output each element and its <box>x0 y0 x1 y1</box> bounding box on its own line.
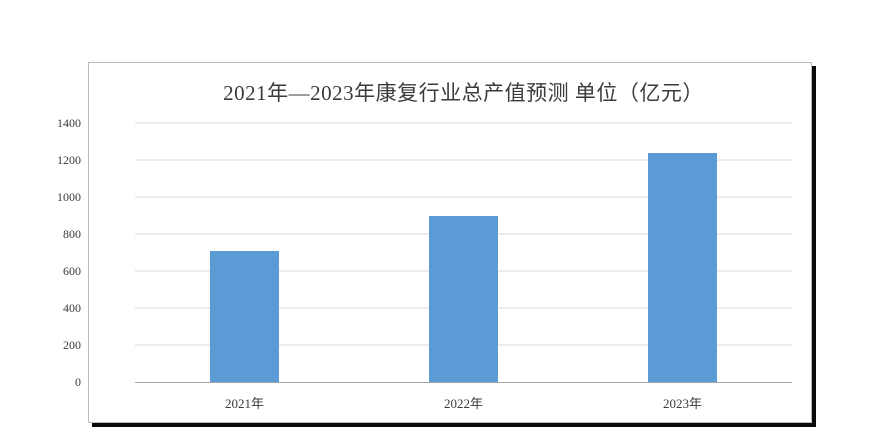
y-tick-label: 1400 <box>57 116 81 130</box>
chart-panel: 2021年—2023年康复行业总产值预测 单位（亿元） 0 200 400 600 80… <box>57 62 812 423</box>
bar <box>429 215 498 382</box>
bars <box>135 123 792 382</box>
y-tick-label: 0 <box>75 375 81 389</box>
y-tick-label: 1000 <box>57 190 81 204</box>
y-axis-labels: 0 200 400 600 800 1000 1200 1400 <box>43 117 81 388</box>
chart-title: 2021年—2023年康复行业总产值预测 单位（亿元） <box>223 81 704 105</box>
bar-slot <box>573 123 792 382</box>
gridline <box>135 122 792 124</box>
gridline <box>135 196 792 198</box>
x-tick-label: 2022年 <box>443 396 483 411</box>
x-tick-label: 2021年 <box>224 396 264 411</box>
bar <box>648 152 717 382</box>
x-tick-label: 2023年 <box>662 396 702 411</box>
plot-area <box>135 122 792 383</box>
bar-slot <box>135 123 354 382</box>
y-tick-label: 600 <box>63 264 81 278</box>
gridline <box>135 159 792 161</box>
y-tick-label: 800 <box>63 227 81 241</box>
x-axis-line <box>135 382 792 383</box>
bar-slot <box>354 123 573 382</box>
y-tick-label: 200 <box>63 338 81 352</box>
bar <box>210 250 279 382</box>
x-axis-labels: 2021年 2022年 2023年 <box>135 393 792 412</box>
y-tick-label: 400 <box>63 301 81 315</box>
y-tick-label: 1200 <box>57 153 81 167</box>
